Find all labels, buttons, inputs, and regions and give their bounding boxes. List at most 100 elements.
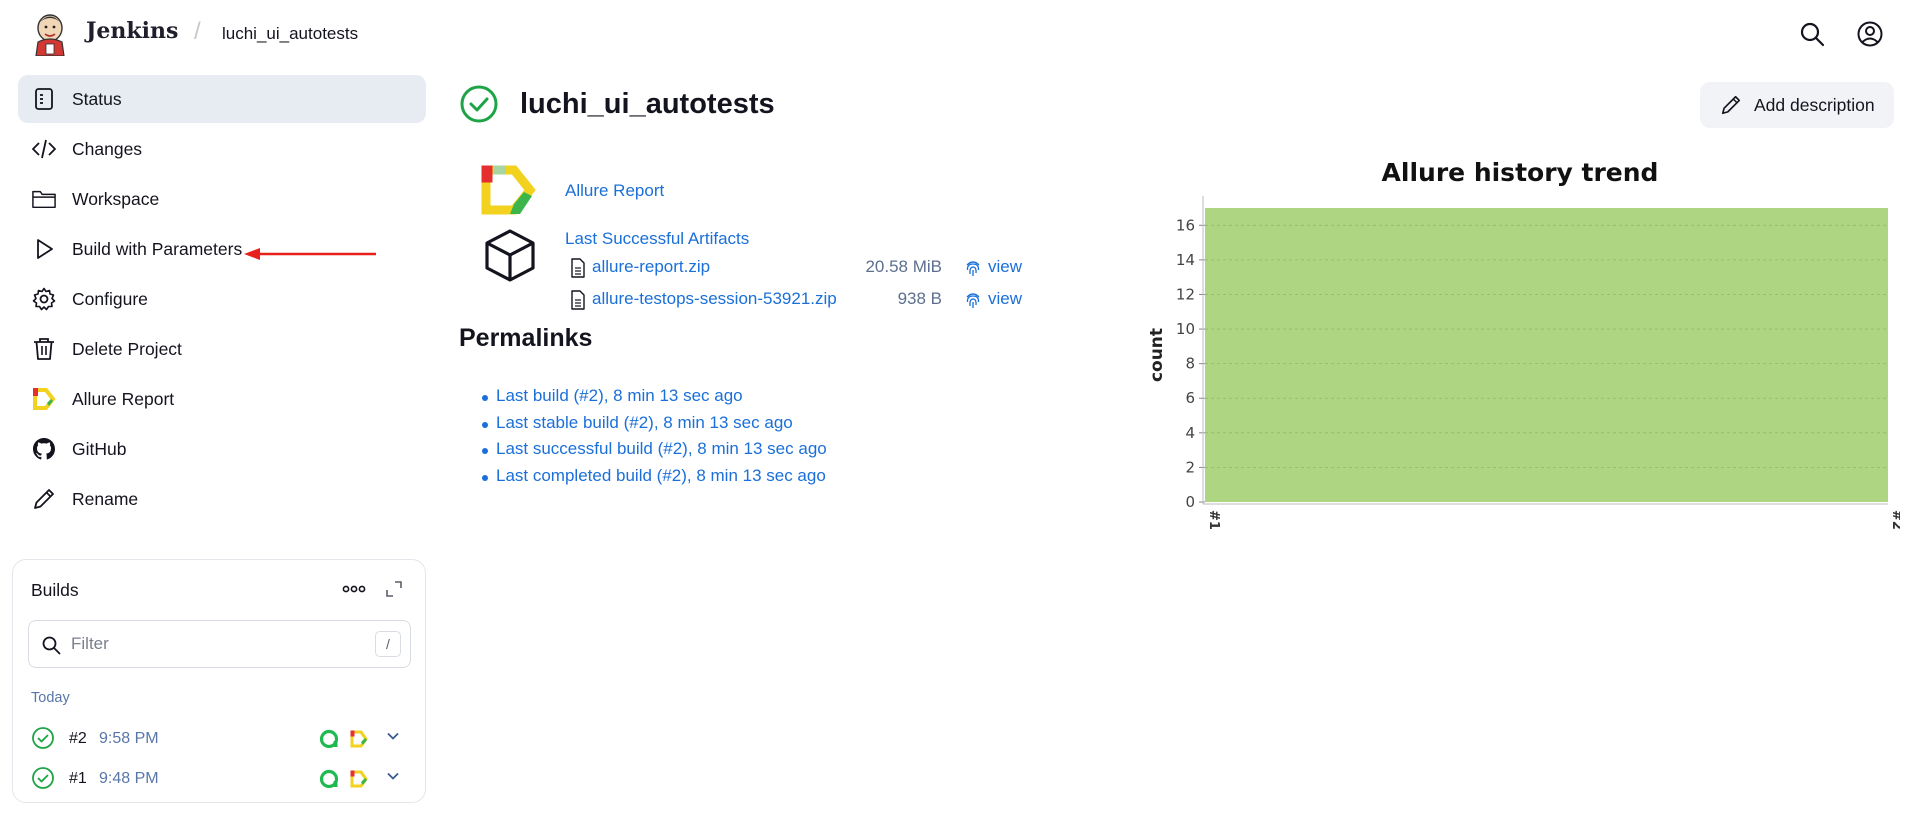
bullet — [482, 474, 488, 481]
y-tick-label: 4 — [1185, 424, 1195, 442]
breadcrumb-separator: / — [194, 18, 201, 45]
success-icon — [32, 727, 54, 749]
play-icon — [37, 239, 53, 259]
chevron-down-icon[interactable] — [385, 728, 401, 744]
search-icon — [42, 636, 61, 655]
build-time: 9:48 PM — [99, 770, 159, 787]
success-icon — [32, 767, 54, 789]
breadcrumb-project[interactable]: luchi_ui_autotests — [222, 24, 359, 43]
chevron-down-icon[interactable] — [385, 768, 401, 784]
area-series — [1205, 208, 1888, 502]
sidebar-item-label: Workspace — [72, 189, 160, 209]
sidebar-item-label: Status — [72, 89, 122, 109]
brand-name[interactable]: Jenkins — [86, 18, 179, 44]
trash-icon — [34, 338, 54, 360]
sidebar-item-label: Delete Project — [72, 339, 182, 359]
file-icon — [571, 290, 585, 310]
y-tick-label: 10 — [1176, 320, 1195, 338]
artifact-size: 20.58 MiB — [865, 257, 942, 276]
sidebar-item-configure[interactable]: Configure — [18, 275, 426, 323]
filter-input[interactable] — [71, 631, 351, 657]
list-item: Last completed build (#2), 8 min 13 sec … — [482, 465, 827, 493]
github-icon — [33, 438, 55, 460]
chart-title: Allure history trend — [1381, 158, 1659, 187]
y-tick-label: 16 — [1176, 216, 1195, 234]
view-fingerprint-link[interactable]: view — [988, 257, 1023, 276]
allure-history-trend-chart[interactable]: 0 2 4 6 8 10 12 14 16 #1 #2 count — [1140, 150, 1900, 540]
sidebar-item-allure-report[interactable]: Allure Report — [18, 375, 426, 423]
permalinks-list: Last build (#2), 8 min 13 sec ago Last s… — [482, 386, 827, 493]
artifact-link[interactable]: allure-report.zip — [592, 257, 711, 276]
y-tick-label: 2 — [1185, 458, 1195, 476]
add-description-button[interactable]: Add description — [1700, 82, 1894, 128]
permalink-last-successful-build[interactable]: Last successful build (#2), 8 min 13 sec… — [496, 439, 827, 458]
view-fingerprint-link[interactable]: view — [988, 289, 1023, 308]
keyboard-shortcut-badge: / — [375, 631, 401, 657]
sidebar-item-label: Build with Parameters — [72, 239, 243, 259]
build-number[interactable]: #1 — [69, 770, 87, 787]
bullet — [482, 421, 488, 428]
add-description-label: Add description — [1754, 95, 1875, 115]
code-icon — [32, 139, 56, 159]
search-icon[interactable] — [1798, 20, 1826, 48]
jenkins-logo-icon[interactable] — [32, 12, 68, 56]
y-tick-label: 0 — [1185, 493, 1195, 511]
permalink-last-completed-build[interactable]: Last completed build (#2), 8 min 13 sec … — [496, 465, 826, 485]
y-tick-label: 14 — [1176, 251, 1195, 269]
builds-panel: Builds / Today #2 9:58 PM — [12, 559, 426, 803]
allure-report-icon[interactable] — [349, 729, 369, 749]
x-tick-label: #2 — [1889, 510, 1900, 530]
y-tick-label: 8 — [1185, 355, 1195, 373]
sidebar-item-label: Configure — [72, 289, 148, 309]
permalink-last-stable-build[interactable]: Last stable build (#2), 8 min 13 sec ago — [496, 412, 793, 432]
x-tick-label: #1 — [1206, 510, 1221, 530]
fingerprint-icon[interactable] — [964, 259, 982, 277]
list-item: Last stable build (#2), 8 min 13 sec ago — [482, 412, 827, 440]
more-options-icon[interactable] — [341, 582, 367, 596]
sidebar-item-label: Changes — [72, 139, 143, 159]
sidebar-item-rename[interactable]: Rename — [18, 475, 426, 523]
bullet — [482, 448, 488, 454]
allure-icon — [33, 388, 56, 410]
y-tick-label: 6 — [1185, 389, 1195, 407]
allure-report-link[interactable]: Allure Report — [565, 181, 665, 200]
sidebar-item-github[interactable]: GitHub — [18, 425, 426, 473]
artifact-size: 938 B — [897, 289, 942, 308]
pencil-icon — [34, 489, 54, 509]
sidebar-item-label: Allure Report — [72, 389, 175, 409]
artifact-link[interactable]: allure-testops-session-53921.zip — [592, 289, 837, 308]
annotation-arrow — [244, 248, 376, 260]
build-row[interactable]: #2 9:58 PM — [13, 720, 427, 756]
sidebar-item-changes[interactable]: Changes — [18, 125, 426, 173]
page-title: luchi_ui_autotests — [520, 88, 775, 120]
builds-title: Builds — [31, 580, 79, 600]
allure-logo-icon[interactable] — [480, 164, 536, 216]
sidebar-item-workspace[interactable]: Workspace — [18, 175, 426, 223]
pencil-icon — [1721, 95, 1741, 115]
sidebar-item-label: GitHub — [72, 439, 127, 459]
fingerprint-icon[interactable] — [964, 291, 982, 309]
sidebar-item-status[interactable]: Status — [18, 75, 426, 123]
build-group-label: Today — [31, 690, 70, 706]
status-doc-icon — [35, 88, 53, 110]
sidebar-item-build-with-parameters[interactable]: Build with Parameters — [18, 225, 426, 273]
build-number[interactable]: #2 — [69, 730, 87, 747]
build-row[interactable]: #1 9:48 PM — [13, 760, 427, 796]
package-icon — [485, 229, 535, 282]
expand-icon[interactable] — [385, 580, 403, 598]
build-time: 9:58 PM — [99, 730, 159, 747]
allure-report-icon[interactable] — [349, 769, 369, 789]
allure-testops-icon[interactable] — [319, 729, 339, 749]
list-item: Last build (#2), 8 min 13 sec ago — [482, 386, 827, 413]
success-status-icon — [460, 85, 498, 123]
gear-icon — [32, 287, 56, 311]
top-header: Jenkins / luchi_ui_autotests — [0, 0, 1914, 68]
sidebar-item-delete-project[interactable]: Delete Project — [18, 325, 426, 373]
last-successful-artifacts-link[interactable]: Last Successful Artifacts — [565, 229, 750, 248]
allure-testops-icon[interactable] — [319, 769, 339, 789]
bullet — [482, 395, 488, 401]
permalink-last-build[interactable]: Last build (#2), 8 min 13 sec ago — [496, 386, 743, 405]
builds-filter: / — [28, 620, 411, 668]
user-icon[interactable] — [1856, 20, 1884, 48]
y-tick-label: 12 — [1176, 285, 1195, 303]
